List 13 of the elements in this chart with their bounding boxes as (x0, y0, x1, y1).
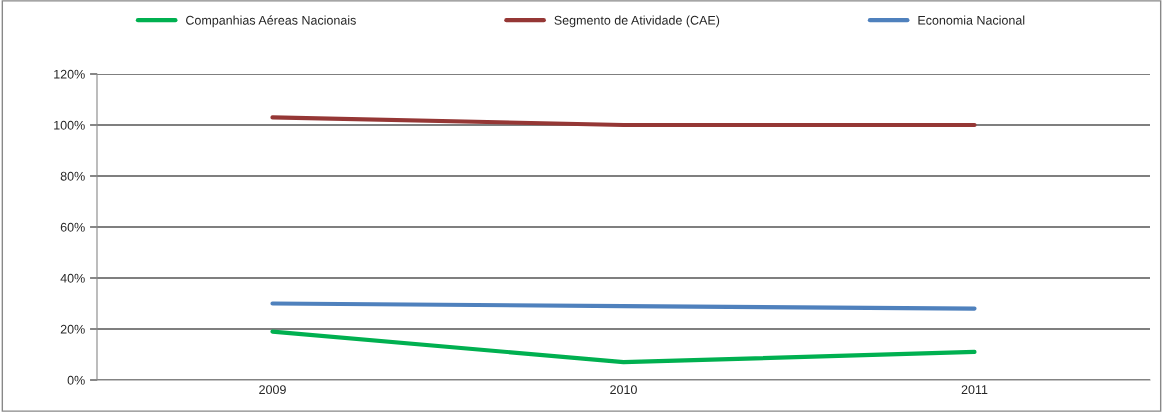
y-tick-label: 60% (60, 222, 85, 232)
y-tick-label: 0% (67, 375, 85, 385)
legend-label: Segmento de Atividade (CAE) (554, 15, 720, 28)
y-tick-label: 100% (54, 120, 85, 130)
y-tick-label: 20% (60, 324, 85, 334)
legend-label: Economia Nacional (918, 15, 1025, 25)
legend-label: Companhias Aéreas Nacionais (186, 15, 356, 28)
y-tick-label: 120% (54, 69, 85, 79)
x-tick-label: 2009 (259, 385, 286, 395)
y-tick-label: 80% (60, 171, 85, 181)
y-tick-label: 40% (60, 273, 85, 283)
x-tick-label: 2011 (961, 385, 988, 395)
x-tick-label: 2010 (610, 385, 637, 395)
